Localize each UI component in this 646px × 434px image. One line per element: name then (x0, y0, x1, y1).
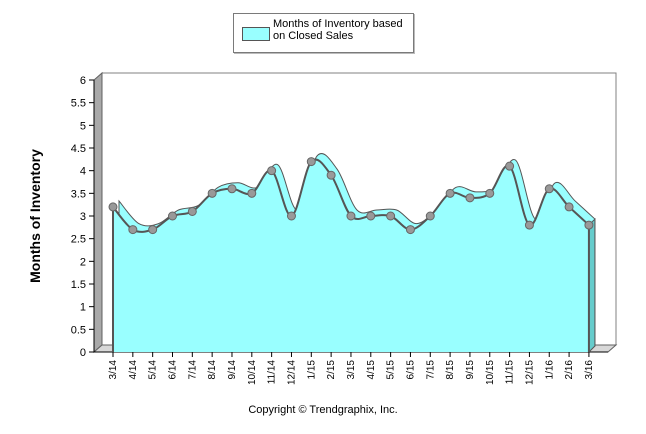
y-tick-label: 2.5 (71, 234, 86, 246)
left-wall (93, 71, 103, 354)
y-tick-label: 3 (80, 211, 86, 223)
x-tick-label: 3/15 (346, 360, 357, 380)
y-tick-label: 5.5 (71, 98, 86, 110)
x-tick-label: 11/15 (505, 360, 516, 385)
y-tick-label: 1 (80, 302, 86, 314)
data-point (148, 225, 158, 235)
y-tick-label: 0.5 (71, 324, 86, 336)
x-tick-label: 5/15 (386, 360, 397, 380)
x-axis: 3/14 4/14 5/14 6/14 7/14 8/14 9/14 10/14 11/14 12… (94, 351, 608, 385)
x-tick-label: 10/14 (247, 360, 258, 385)
legend-label-line2: on Closed Sales (273, 30, 354, 42)
legend: Months of Inventory based on Closed Sale… (233, 13, 414, 53)
y-tick-label: 2 (80, 256, 86, 268)
x-tick-label: 12/14 (286, 360, 297, 385)
legend-label-line1: Months of Inventory based (273, 18, 403, 30)
data-point (465, 193, 475, 203)
legend-swatch (242, 27, 270, 41)
data-point (167, 211, 177, 221)
y-tick-label: 1.5 (71, 279, 86, 291)
data-point (187, 206, 197, 216)
data-point (386, 211, 396, 221)
data-point (286, 211, 296, 221)
legend-label: Months of Inventory based on Closed Sale… (273, 18, 411, 42)
y-tick-label: 4 (80, 166, 86, 178)
series-area-fill (113, 159, 589, 352)
data-point (564, 202, 574, 212)
x-tick-label: 6/14 (167, 360, 178, 380)
x-tick-label: 9/15 (465, 360, 476, 380)
y-tick-label: 4.5 (71, 143, 86, 155)
x-tick-label: 7/14 (187, 360, 198, 380)
y-tick-label: 5 (80, 120, 86, 132)
data-point (445, 188, 455, 198)
x-tick-label: 5/14 (148, 360, 159, 380)
data-point (306, 157, 316, 167)
x-tick-label: 8/14 (207, 360, 218, 380)
data-point (128, 225, 138, 235)
copyright-text: Copyright © Trendgraphix, Inc. (248, 404, 398, 416)
x-tick-label: 2/16 (564, 360, 575, 380)
x-tick-label: 2/15 (326, 360, 337, 380)
y-tick-label: 6 (80, 75, 86, 87)
data-point (524, 220, 534, 230)
data-point (544, 184, 554, 194)
y-tick-label: 0 (80, 347, 86, 359)
data-point (346, 211, 356, 221)
data-point (366, 211, 376, 221)
data-point (267, 166, 277, 176)
x-tick-label: 12/15 (524, 360, 535, 385)
data-point (227, 184, 237, 194)
data-point (505, 161, 515, 171)
x-tick-label: 7/15 (425, 360, 436, 380)
data-point (108, 202, 118, 212)
x-tick-label: 4/14 (128, 360, 139, 380)
data-point (326, 170, 336, 180)
x-tick-label: 4/15 (366, 360, 377, 380)
data-point (584, 220, 594, 230)
data-point (207, 188, 217, 198)
y-tick-label: 3.5 (71, 188, 86, 200)
y-axis: 0 0.5 1 1.5 2 2.5 3 3.5 4 4.5 5 5.5 6 (71, 75, 95, 359)
x-tick-label: 9/14 (227, 360, 238, 380)
data-point (247, 188, 257, 198)
x-tick-label: 10/15 (485, 360, 496, 385)
y-axis-label: Months of Inventory (27, 149, 43, 283)
series-markers (108, 157, 594, 235)
x-tick-label: 11/14 (267, 360, 278, 385)
x-tick-label: 1/15 (306, 360, 317, 380)
data-point (405, 225, 415, 235)
x-tick-label: 3/14 (108, 360, 119, 380)
x-tick-label: 8/15 (445, 360, 456, 380)
series-area (112, 153, 596, 352)
x-tick-label: 6/15 (405, 360, 416, 380)
data-point (485, 188, 495, 198)
x-tick-label: 1/16 (544, 360, 555, 380)
x-tick-label: 3/16 (584, 360, 595, 380)
data-point (425, 211, 435, 221)
